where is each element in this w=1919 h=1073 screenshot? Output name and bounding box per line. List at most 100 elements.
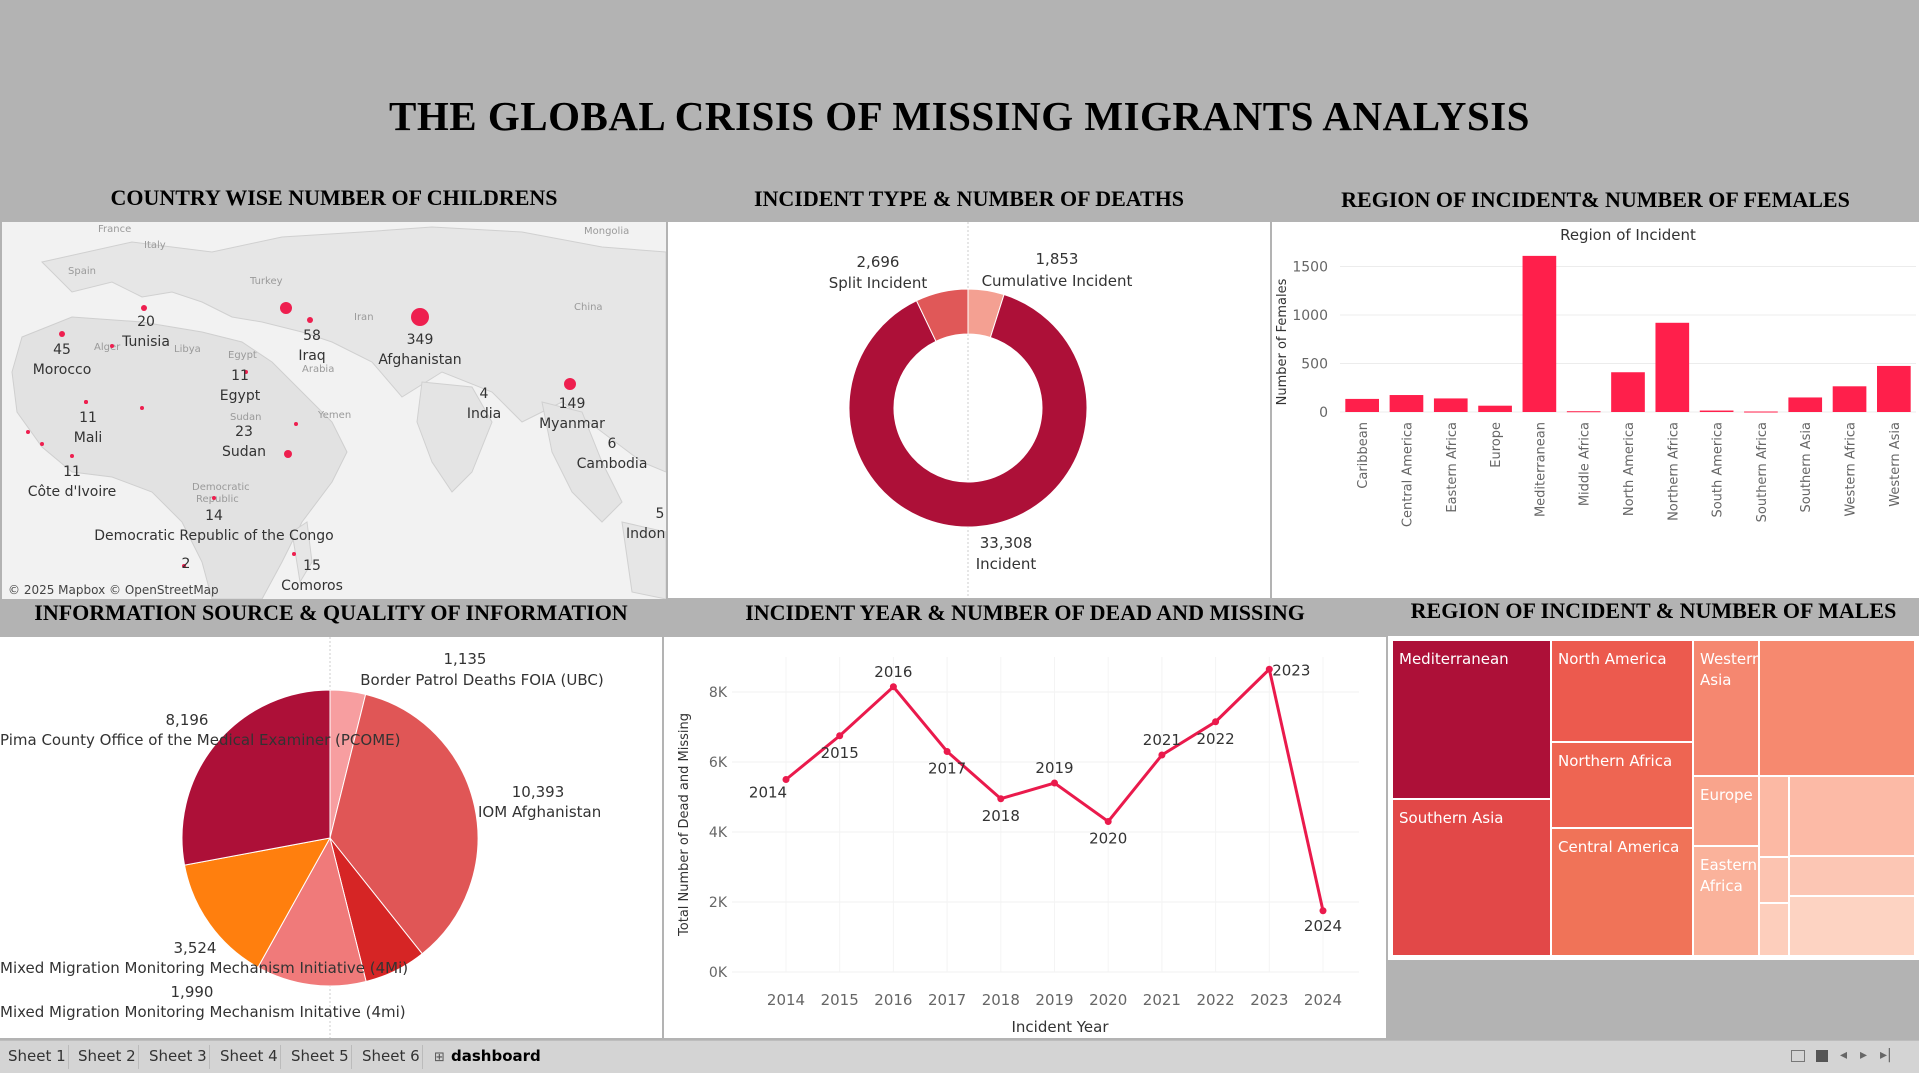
map-point-comoros[interactable]: 15 Comoros <box>281 558 343 594</box>
tab-scroll-left-icon[interactable]: ◂ <box>1840 1047 1848 1063</box>
line-point-2015[interactable] <box>836 732 844 740</box>
treemap-label-northern-africa: Northern Africa <box>1558 752 1673 770</box>
svg-text:20: 20 <box>137 314 155 330</box>
map-point-tunisia[interactable]: 20 Tunisia <box>110 305 170 350</box>
deaths-donut-chart[interactable]: 1,853 Cumulative Incident 33,308 Incident 2,… <box>668 222 1270 598</box>
line-point-2016[interactable] <box>889 683 897 691</box>
treemap-cell-western-asia[interactable]: Western Asia <box>1693 640 1762 776</box>
svg-text:Democratic: Democratic <box>192 482 250 493</box>
tab-sheet-3[interactable]: Sheet 3 <box>149 1047 207 1065</box>
female-bar-western-asia[interactable] <box>1877 365 1911 412</box>
filmstrip-view-icon[interactable] <box>1816 1050 1828 1062</box>
map-point-myanmar[interactable]: 149 Myanmar <box>539 378 605 432</box>
map-point-2[interactable]: 2 <box>182 556 191 572</box>
tab-sheet-4[interactable]: Sheet 4 <box>220 1047 278 1065</box>
tab-sheet-2[interactable]: Sheet 2 <box>78 1047 136 1065</box>
line-point-2014[interactable] <box>782 776 790 783</box>
female-bar-mediterranean[interactable] <box>1522 255 1557 412</box>
pie-slice-pima-county-office-of-the-medical-examiner-pcome[interactable] <box>181 689 331 866</box>
female-bar-southern-asia[interactable] <box>1788 397 1823 412</box>
map-point-cote-divoire[interactable]: 11 Côte d'Ivoire <box>28 464 117 500</box>
dashboard-tab-icon: ⊞ <box>434 1050 445 1065</box>
line-label-2016: 2016 <box>874 663 912 681</box>
tab-sheet-6[interactable]: Sheet 6 <box>362 1047 420 1065</box>
treemap-cell-eastern-africa[interactable]: Eastern Africa <box>1693 846 1759 956</box>
year-line-panel: 0K 2K 4K 6K 8K 2014 2015 2016 2017 2018 2019 2020 20… <box>664 637 1386 1038</box>
source-pie-chart[interactable]: 1,135 Border Patrol Deaths FOIA (UBC) 10,3… <box>0 637 662 1038</box>
donut-slice-incident[interactable] <box>848 293 1088 528</box>
map-point-egypt[interactable]: 11 Egypt <box>220 368 261 404</box>
tab-sheet-5[interactable]: Sheet 5 <box>291 1047 349 1065</box>
male-treemap[interactable]: Mediterranean Southern Asia North America N… <box>1392 640 1915 956</box>
pie-slice-blank[interactable] <box>183 837 331 968</box>
line-point-2018[interactable] <box>997 795 1005 803</box>
female-bars-panel: Region of Incident 0 500 1000 1500 Number of … <box>1272 222 1919 598</box>
line-point-2023[interactable] <box>1265 665 1273 673</box>
treemap-cell-region-9[interactable] <box>1759 776 1789 857</box>
line-point-2020[interactable] <box>1104 818 1112 825</box>
treemap-label-north-america: North America <box>1558 650 1667 668</box>
grid-view-icon[interactable] <box>1791 1050 1805 1062</box>
map-point-drc[interactable]: 14 Democratic Republic of the Congo <box>94 496 334 544</box>
treemap-label-eastern-africa: Eastern Africa <box>1700 856 1758 895</box>
female-bar-north-america[interactable] <box>1611 372 1645 412</box>
female-bar-northern-africa[interactable] <box>1655 322 1690 412</box>
children-map[interactable]: France Italy Spain Turkey Mongolia China… <box>2 222 666 599</box>
treemap-cell-region-11[interactable] <box>1759 857 1789 903</box>
svg-text:11: 11 <box>79 410 97 426</box>
tab-sheet-1[interactable]: Sheet 1 <box>8 1047 66 1065</box>
svg-text:Indon: Indon <box>626 526 665 542</box>
line-point-2024[interactable] <box>1319 907 1327 915</box>
line-xtick-2020: 2020 <box>1089 991 1127 1009</box>
pie-slice-mixed-migration-monitoring-mechanism-initiative-4mi[interactable] <box>257 836 367 987</box>
treemap-cell-europe[interactable]: Europe <box>1693 776 1759 846</box>
line-xtick-2015: 2015 <box>821 991 859 1009</box>
female-bar-europe[interactable] <box>1478 405 1512 412</box>
map-point-sudan[interactable]: 23 Sudan <box>222 424 292 460</box>
tab-scroll-right-icon[interactable]: ▸ <box>1860 1047 1868 1063</box>
line-point-2022[interactable] <box>1212 718 1220 726</box>
treemap-cell-north-america[interactable]: North America <box>1551 640 1693 742</box>
female-bar-middle-africa[interactable] <box>1566 411 1601 413</box>
map-point-india[interactable]: 4 India <box>467 386 501 422</box>
svg-text:Turkey: Turkey <box>249 276 283 287</box>
line-point-2021[interactable] <box>1158 751 1166 759</box>
map-point-mali[interactable]: 11 Mali <box>74 400 102 446</box>
treemap-cell-region-14[interactable] <box>1789 896 1915 956</box>
svg-text:5: 5 <box>656 506 665 522</box>
female-bar-south-america[interactable] <box>1699 410 1734 412</box>
female-xtick-western-africa: Western Africa <box>1844 422 1859 517</box>
tab-scroll-end-icon[interactable]: ▸| <box>1880 1047 1892 1063</box>
svg-text:Arabia: Arabia <box>302 364 334 375</box>
treemap-cell-region-6[interactable] <box>1759 640 1915 776</box>
map-point-afghanistan[interactable]: 349 Afghanistan <box>378 308 462 368</box>
treemap-cell-northern-africa[interactable]: Northern Africa <box>1551 742 1693 828</box>
map-point-cambodia[interactable]: 6 Cambodia <box>577 436 648 472</box>
line-point-2019[interactable] <box>1051 779 1058 787</box>
line-label-2014: 2014 <box>749 784 787 802</box>
line-label-2021: 2021 <box>1143 731 1181 749</box>
male-treemap-title: REGION OF INCIDENT & NUMBER OF MALES <box>1410 598 1897 623</box>
map-point-morocco[interactable]: 45 Morocco <box>33 331 92 378</box>
treemap-cell-mediterranean[interactable]: Mediterranean <box>1392 640 1551 799</box>
map-point-iraq[interactable]: 58 Iraq <box>280 302 326 364</box>
tab-dashboard[interactable]: dashboard <box>451 1047 541 1065</box>
donut-slice-split-incident[interactable] <box>915 288 969 342</box>
map-canvas[interactable]: France Italy Spain Turkey Mongolia China… <box>2 222 666 599</box>
female-bar-caribbean[interactable] <box>1345 398 1379 412</box>
treemap-cell-region-12[interactable] <box>1789 856 1915 896</box>
map-point-indonesia[interactable]: 5 Indon <box>626 506 665 542</box>
treemap-cell-central-america[interactable]: Central America <box>1551 828 1693 956</box>
female-bar-eastern-africa[interactable] <box>1433 398 1468 412</box>
line-point-2017[interactable] <box>943 748 951 755</box>
treemap-cell-southern-asia[interactable]: Southern Asia <box>1392 799 1551 956</box>
pie-slice-iom-afghanistan[interactable] <box>329 693 479 955</box>
female-bar-central-america[interactable] <box>1389 395 1424 412</box>
line-xtick-2017: 2017 <box>928 991 966 1009</box>
treemap-cell-region-10[interactable] <box>1789 776 1915 856</box>
female-bar-western-africa[interactable] <box>1832 386 1867 412</box>
female-bar-southern-africa[interactable] <box>1744 411 1778 413</box>
treemap-cell-region-13[interactable] <box>1759 903 1789 956</box>
year-line-chart[interactable]: 0K 2K 4K 6K 8K 2014 2015 2016 2017 2018 2019 2020 20… <box>664 637 1386 1038</box>
